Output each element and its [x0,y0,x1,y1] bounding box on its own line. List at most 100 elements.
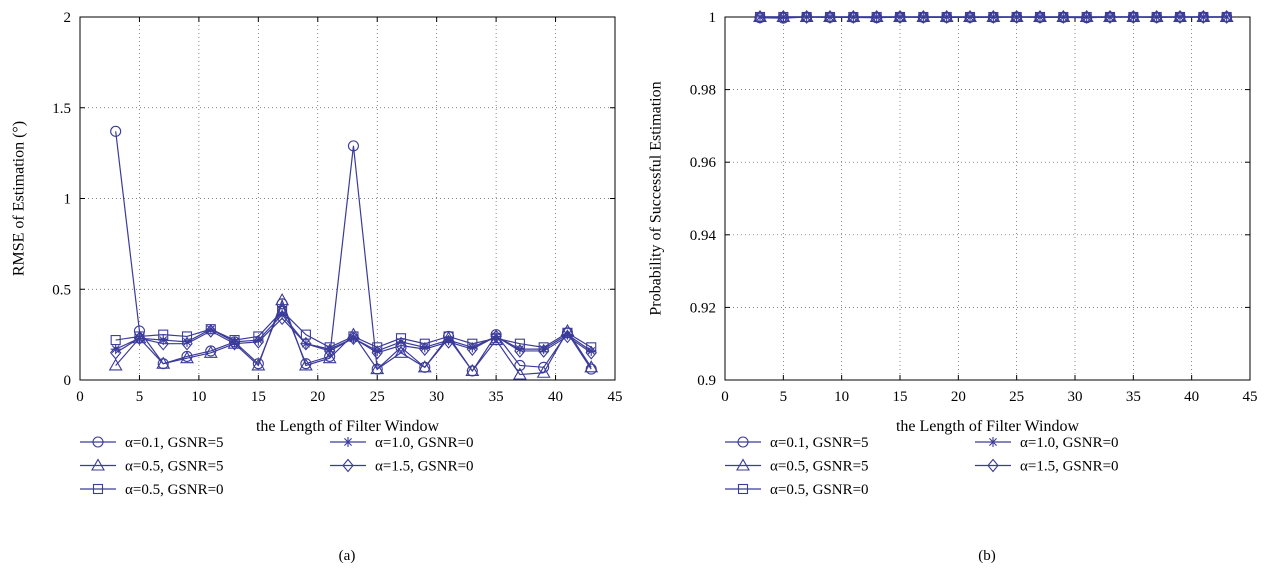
x-tick-label: 40 [1184,389,1199,405]
y-tick-label: 0 [64,373,72,389]
data-point [443,335,454,346]
legend-marker [91,458,105,471]
x-tick-label: 0 [721,389,729,405]
y-tick-label: 0.98 [690,83,716,99]
x-tick-label: 5 [136,389,144,405]
data-point [1221,12,1232,22]
y-tick-label: 2 [64,10,72,26]
data-point [396,336,406,347]
data-point [133,331,146,346]
data-point [252,335,265,349]
y-tick-label: 1.5 [52,101,71,117]
legend-entry: α=0.1, GSNR=5 [725,435,869,451]
data-point [253,335,264,346]
x-tick-label: 25 [1009,389,1024,405]
legend-entry: α=0.5, GSNR=0 [725,482,869,498]
data-point [467,342,478,353]
data-point [1010,10,1023,24]
data-point [110,125,122,137]
data-point [182,336,192,347]
data-point [562,329,573,340]
x-tick-label: 35 [489,389,504,405]
legend-entry: α=0.5, GSNR=0 [80,482,224,498]
data-point [800,10,813,24]
data-point [466,342,479,357]
data-point [158,335,169,346]
x-tick-label: 30 [1068,389,1083,405]
data-point [514,344,526,358]
data-point [370,362,385,375]
data-point [538,344,549,355]
data-point [181,336,193,351]
y-tick-label: 0.94 [690,228,717,244]
data-point [1104,10,1116,24]
series-diamond [109,311,597,360]
x-tick-label: 40 [548,389,563,405]
data-point [372,345,383,356]
x-tick-label: 15 [893,389,908,405]
data-point [585,345,597,360]
data-point [347,331,360,346]
x-tick-label: 45 [608,389,623,405]
legend-marker [987,458,999,473]
legend-label: α=0.1, GSNR=5 [770,435,869,451]
y-tick-label: 1 [64,192,72,208]
legend-entry: α=1.0, GSNR=0 [330,435,474,451]
series-line [115,131,592,373]
data-point [277,309,288,320]
x-axis-label: the Length of Filter Window [896,418,1079,435]
legend-entry: α=0.1, GSNR=5 [80,435,224,451]
data-point [417,360,432,373]
legend-label: α=1.0, GSNR=0 [1020,435,1119,451]
legend-marker [343,437,353,447]
data-point [536,365,551,378]
series-diamond [754,10,1233,24]
data-point [777,10,790,24]
x-tick-label: 5 [780,389,788,405]
plot-frame [724,16,1251,381]
x-axis-label: the Length of Filter Window [256,418,439,435]
data-point [300,336,312,351]
legend-entry: α=0.5, GSNR=5 [725,458,869,475]
legend-marker [92,483,104,495]
legend-a: α=0.1, GSNR=5 α=0.5, GSNR=5 α=0.5, GSNR=0 α… [80,435,474,498]
data-point [229,336,240,347]
data-point [490,329,502,344]
data-point [586,345,597,356]
data-point [537,344,550,358]
data-point [917,10,930,24]
x-tick-label: 15 [251,389,266,405]
legend-marker [342,458,354,473]
data-point [298,358,313,371]
data-point [987,10,1000,24]
legend-entry: α=0.5, GSNR=5 [80,458,224,475]
panel-label: (a) [339,548,356,564]
data-point [419,342,430,353]
y-tick-label: 0.96 [690,155,717,171]
data-point [754,10,766,24]
data-point [1174,10,1186,24]
y-axis-label: RMSE of Estimation (°) [11,121,28,276]
legend-label: α=0.5, GSNR=0 [125,482,224,498]
data-point [157,336,169,351]
legend-marker [737,436,749,448]
legend-entry: α=1.5, GSNR=0 [975,459,1119,475]
legend-label: α=1.0, GSNR=0 [375,435,474,451]
grid-b [724,16,1251,381]
data-point [1034,10,1046,24]
data-point [465,363,480,376]
data-point [394,345,408,358]
legend-marker [736,458,750,471]
chart-b: 0 5 10 15 20 25 30 35 40 45 0.9 0.92 0.94 0.96 0.98 1 th… [648,9,1258,564]
data-point [275,293,290,306]
data-point [110,344,121,355]
data-point [205,324,216,335]
data-point [251,358,266,371]
data-point [561,329,574,344]
data-point [824,10,836,24]
y-axis-label: Probability of Successful Estimation [648,81,665,315]
legend-label: α=1.5, GSNR=0 [1020,459,1119,475]
data-point [964,10,976,24]
legend-marker [92,436,104,448]
data-point [1197,10,1210,24]
